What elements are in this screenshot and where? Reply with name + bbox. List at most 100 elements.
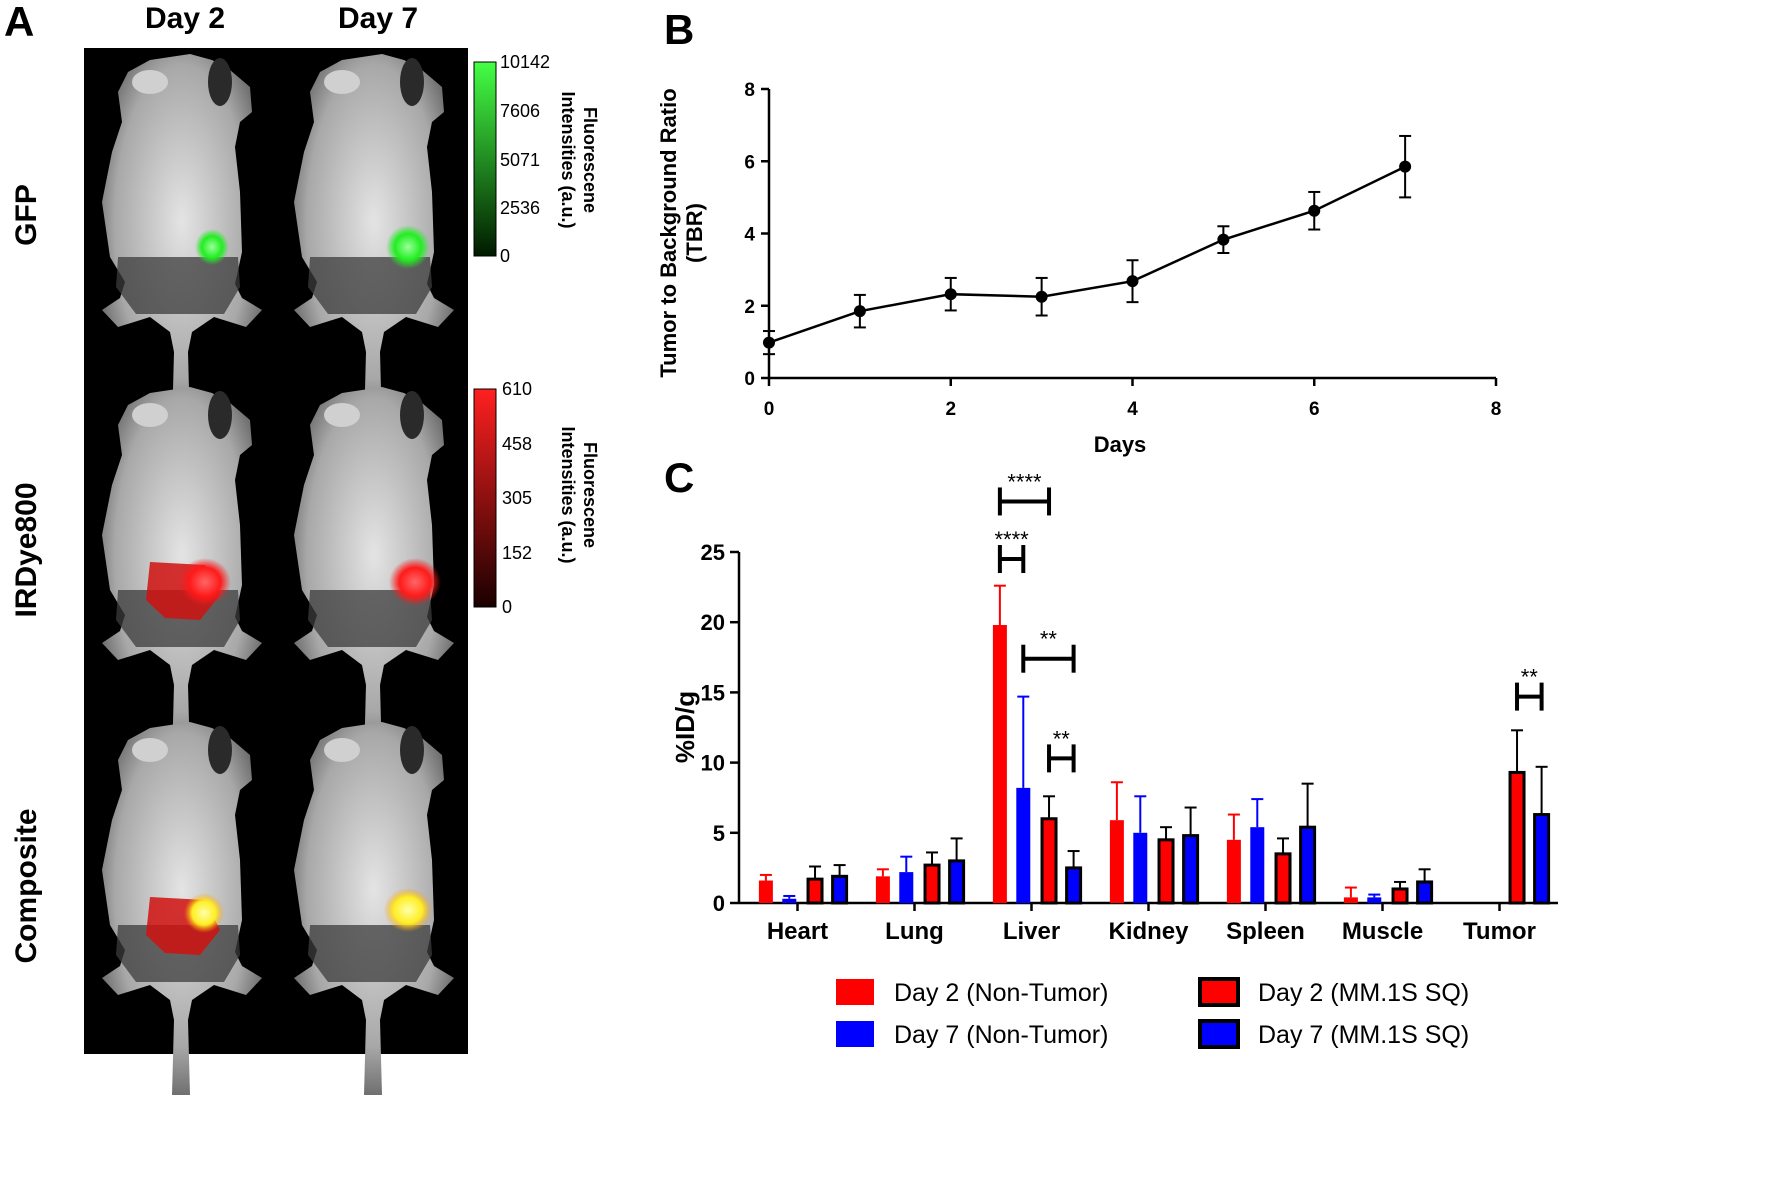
significance-label: ** bbox=[1040, 627, 1058, 652]
panel-c-ytick-label: 5 bbox=[713, 821, 725, 846]
gfp-tick-2: 5071 bbox=[500, 150, 540, 170]
legend-label: Day 7 (MM.1S SQ) bbox=[1258, 1021, 1469, 1049]
panel-b-point bbox=[853, 305, 866, 318]
panel-b-ytick-label: 8 bbox=[744, 80, 755, 101]
panel-b-point bbox=[1217, 233, 1230, 246]
panel-c-bar bbox=[1133, 832, 1148, 903]
panel-b-xtick-label: 0 bbox=[764, 399, 775, 420]
panel-c-category-label: Tumor bbox=[1463, 918, 1536, 945]
panel-b-xtick-label: 2 bbox=[945, 399, 956, 420]
panel-a-letter: A bbox=[4, 0, 34, 45]
panel-c-category-label: Lung bbox=[885, 918, 944, 945]
panel-c-bar bbox=[992, 625, 1007, 903]
panel-b-point bbox=[1308, 204, 1321, 217]
panel-c-bar bbox=[948, 859, 966, 905]
panel-c-ytick-label: 20 bbox=[701, 610, 725, 635]
panel-c-bar bbox=[1040, 817, 1058, 905]
panel-b-letter: B bbox=[664, 6, 694, 53]
panel-b: B 0 2 4 6 8 0 2 4 6 8 Days Tumor to Background Ra… bbox=[656, 6, 1501, 457]
panel-b-xtick-label: 8 bbox=[1491, 399, 1502, 420]
panel-b-axes: 0 2 4 6 8 0 2 4 6 8 bbox=[744, 80, 1501, 420]
panel-c-bar bbox=[758, 880, 773, 903]
panel-b-xtick-label: 6 bbox=[1309, 399, 1320, 420]
panel-b-point bbox=[944, 288, 957, 301]
panel-b-ytick-label: 4 bbox=[744, 225, 755, 246]
gfp-scale-label-1: Fluorescene bbox=[580, 107, 600, 213]
panel-c-bar bbox=[1416, 880, 1434, 905]
ir-tick-3: 152 bbox=[502, 543, 532, 563]
legend-swatch bbox=[836, 979, 874, 1005]
gfp-tick-4: 0 bbox=[500, 246, 510, 266]
significance-label: ** bbox=[1521, 665, 1539, 690]
panel-c-bar bbox=[923, 863, 941, 905]
gfp-tick-3: 2536 bbox=[500, 198, 540, 218]
panel-c-bar bbox=[1226, 839, 1241, 903]
panel-c-bar bbox=[1343, 897, 1358, 903]
panel-c-bar bbox=[1508, 770, 1526, 905]
ir-tick-4: 0 bbox=[502, 597, 512, 617]
panel-c-marks bbox=[758, 584, 1551, 905]
ir-scale-label-2: Intensities (a.u.) bbox=[558, 426, 578, 563]
row-label-gfp: GFP bbox=[10, 184, 43, 246]
mouse-image-ir-day7 bbox=[294, 387, 454, 760]
panel-b-xlabel: Days bbox=[1094, 432, 1147, 457]
legend-swatch bbox=[836, 1021, 874, 1047]
panel-b-marks bbox=[763, 134, 1412, 356]
panel-b-ytick-label: 2 bbox=[744, 297, 755, 318]
panel-c-category-label: Kidney bbox=[1108, 918, 1189, 945]
panel-c-bar bbox=[1299, 825, 1317, 905]
col-header-day7: Day 7 bbox=[338, 2, 418, 35]
mouse-image-ir-day2 bbox=[102, 387, 262, 760]
panel-c-bar bbox=[899, 872, 914, 903]
significance-label: ** bbox=[1053, 726, 1071, 751]
panel-b-point bbox=[763, 336, 775, 349]
panel-c-category-label: Liver bbox=[1003, 918, 1060, 945]
panel-c-bar bbox=[806, 877, 824, 905]
col-header-day2: Day 2 bbox=[145, 2, 225, 35]
panel-b-series-line bbox=[768, 165, 1406, 344]
panel-c-bar bbox=[1250, 827, 1265, 903]
panel-c-significance: ************** bbox=[994, 469, 1544, 773]
panel-c-bar bbox=[1109, 820, 1124, 903]
mouse-image-composite-day2 bbox=[102, 722, 262, 1095]
panel-c-bar bbox=[1065, 866, 1083, 905]
mouse-image-gfp-day7 bbox=[294, 54, 454, 427]
mouse-image-composite-day7 bbox=[294, 722, 454, 1095]
panel-c-bar bbox=[1274, 852, 1292, 905]
legend-swatch bbox=[1198, 1019, 1240, 1049]
significance-label: **** bbox=[1007, 469, 1042, 494]
panel-c-letter: C bbox=[664, 454, 694, 501]
panel-b-point bbox=[1399, 160, 1412, 173]
panel-c-bar bbox=[1157, 838, 1175, 905]
ir-tick-1: 458 bbox=[502, 434, 532, 454]
panel-b-xtick-label: 4 bbox=[1127, 399, 1138, 420]
panel-c-ytick-label: 25 bbox=[701, 540, 725, 565]
panel-b-point bbox=[1035, 290, 1048, 303]
gfp-tick-1: 7606 bbox=[500, 101, 540, 121]
panel-c: C 0 5 10 15 20 25 Heart Lung Liver Kidney Spleen Mu… bbox=[664, 454, 1558, 1049]
gfp-colorbar bbox=[473, 61, 497, 257]
panel-c-bar bbox=[831, 874, 849, 905]
panel-c-ylabel: %ID/g bbox=[670, 691, 700, 763]
legend-label: Day 7 (Non-Tumor) bbox=[894, 1021, 1108, 1049]
panel-c-ytick-label: 0 bbox=[713, 891, 725, 916]
ir-scale-label-1: Fluorescene bbox=[580, 442, 600, 548]
panel-b-ylabel-line1: Tumor to Background Ratio bbox=[656, 88, 681, 377]
panel-b-point bbox=[1126, 275, 1139, 288]
gfp-scale-label-2: Intensities (a.u.) bbox=[558, 91, 578, 228]
gfp-tick-0: 10142 bbox=[500, 52, 550, 72]
panel-c-axes: 0 5 10 15 20 25 Heart Lung Liver Kidney Spleen Musc… bbox=[701, 540, 1558, 945]
panel-b-ytick-label: 0 bbox=[744, 369, 755, 390]
panel-c-bar bbox=[1391, 887, 1409, 905]
panel-b-ylabel-line2: (TBR) bbox=[682, 203, 707, 263]
ir-colorbar bbox=[473, 388, 497, 608]
row-label-composite: Composite bbox=[10, 808, 43, 963]
panel-c-bar bbox=[875, 876, 890, 903]
ir-tick-0: 610 bbox=[502, 379, 532, 399]
panel-a: A Day 2 Day 7 GFP IRDye800 Composite bbox=[4, 0, 600, 1095]
legend-label: Day 2 (MM.1S SQ) bbox=[1258, 979, 1469, 1007]
panel-c-bar bbox=[1533, 813, 1551, 905]
panel-c-category-label: Spleen bbox=[1226, 918, 1305, 945]
panel-c-category-label: Heart bbox=[767, 918, 828, 945]
